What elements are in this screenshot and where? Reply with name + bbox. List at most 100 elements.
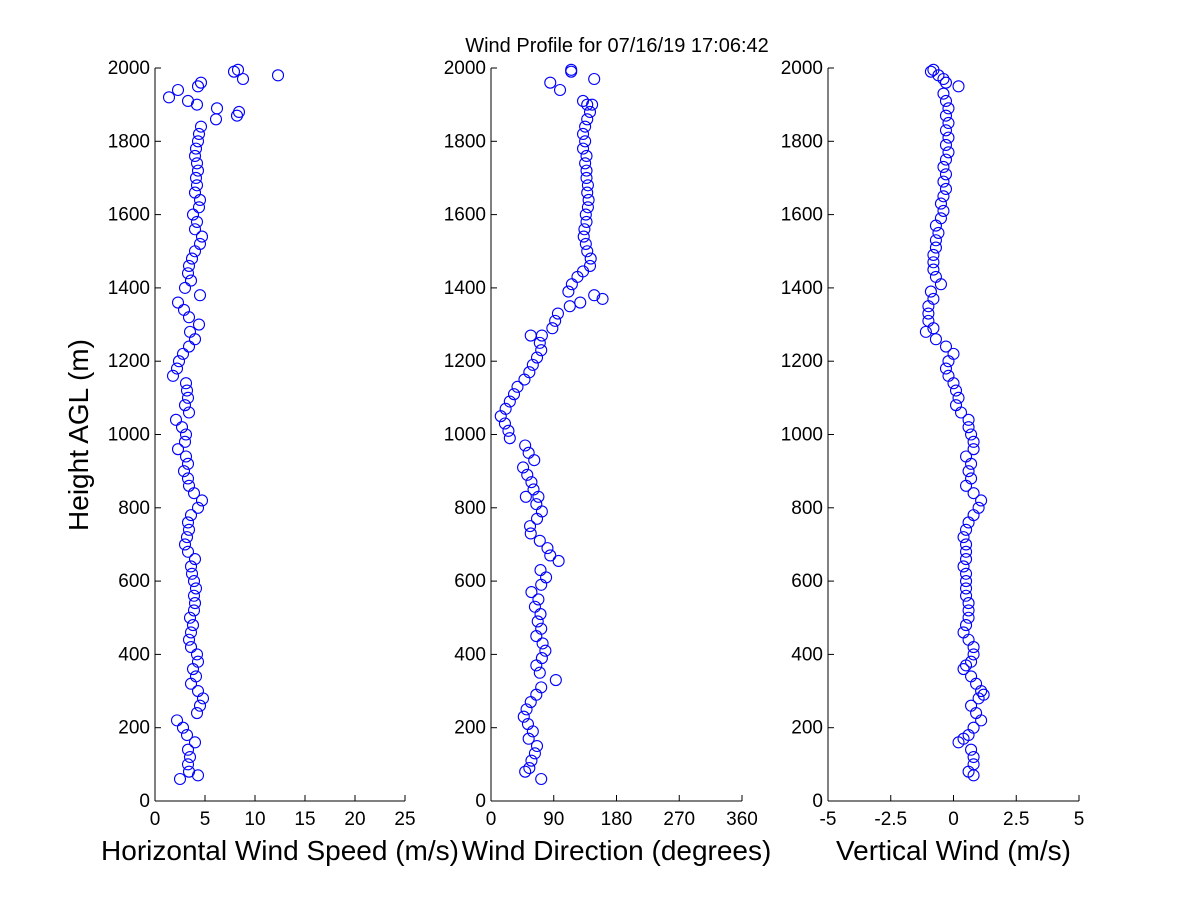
data-point <box>927 292 940 305</box>
data-point <box>576 94 590 108</box>
data-point <box>581 201 594 214</box>
data-point <box>563 300 576 313</box>
data-point <box>962 465 975 478</box>
data-point <box>929 270 942 283</box>
data-point <box>507 388 521 401</box>
data-point <box>922 307 935 320</box>
data-point <box>190 706 204 720</box>
x-tick-label: 0 <box>948 809 959 830</box>
data-point <box>178 538 192 551</box>
data-point <box>182 765 196 778</box>
data-point <box>189 582 203 595</box>
data-point <box>499 402 512 415</box>
data-point <box>519 439 532 452</box>
data-point <box>194 76 208 89</box>
data-point <box>967 750 980 764</box>
data-point <box>176 721 190 734</box>
data-point <box>195 494 209 507</box>
data-point <box>977 688 990 701</box>
x-tick-label: 90 <box>543 809 564 830</box>
x-tick-label: -5 <box>820 809 837 830</box>
data-point <box>166 369 180 382</box>
data-point <box>193 237 207 250</box>
data-point <box>942 131 955 144</box>
data-point <box>193 289 207 302</box>
data-point <box>193 699 207 712</box>
y-tick-label: 200 <box>454 718 486 739</box>
data-point <box>526 358 539 371</box>
data-point <box>188 736 202 749</box>
data-point <box>530 351 544 364</box>
data-point <box>962 604 975 617</box>
data-point <box>583 105 597 119</box>
data-point <box>190 648 204 661</box>
data-point <box>177 465 191 478</box>
y-tick-label: 600 <box>791 571 823 592</box>
data-point <box>596 292 609 305</box>
data-point <box>171 443 185 456</box>
data-point <box>182 340 196 353</box>
data-point <box>959 523 973 536</box>
data-point <box>525 476 538 489</box>
data-point <box>182 633 196 646</box>
x-axis-label: Vertical Wind (m/s) <box>836 835 1071 866</box>
y-tick-label: 1200 <box>781 351 823 372</box>
data-point <box>959 619 973 632</box>
data-point <box>180 728 194 742</box>
data-point <box>171 296 185 309</box>
x-tick-label: 10 <box>244 809 265 830</box>
data-point <box>562 285 575 298</box>
data-point <box>588 72 601 86</box>
data-point <box>576 127 590 141</box>
data-point <box>181 743 195 756</box>
data-point <box>578 223 591 236</box>
data-point <box>549 674 562 687</box>
data-point <box>192 201 206 214</box>
data-point <box>188 186 202 199</box>
x-tick-label: 0 <box>150 809 161 830</box>
data-point <box>965 699 978 712</box>
data-point <box>546 322 559 335</box>
data-point <box>530 739 544 753</box>
data-point <box>190 215 204 228</box>
data-point <box>179 377 193 390</box>
data-point <box>521 717 535 731</box>
data-point <box>191 135 205 148</box>
data-point <box>924 285 937 298</box>
data-point <box>959 553 973 566</box>
data-point <box>959 538 973 551</box>
x-axis-label: Horizontal Wind Speed (m/s) <box>101 835 459 866</box>
x-tick-label: 20 <box>344 809 365 830</box>
data-point <box>189 171 203 184</box>
data-point <box>544 549 557 562</box>
data-point <box>528 747 541 760</box>
data-point <box>503 395 516 408</box>
data-point <box>939 168 953 181</box>
data-point <box>967 758 980 771</box>
data-point <box>579 135 592 148</box>
x-tick-label: -2.5 <box>874 809 907 830</box>
data-point <box>965 670 978 683</box>
y-tick-label: 1000 <box>781 425 823 446</box>
data-point <box>942 146 955 159</box>
x-tick-label: 0 <box>486 809 497 830</box>
data-point <box>532 593 545 606</box>
data-point <box>939 124 953 137</box>
data-point <box>957 560 970 573</box>
data-point <box>183 611 197 624</box>
data-point <box>524 329 537 342</box>
data-point <box>181 516 195 529</box>
data-point <box>236 72 250 86</box>
data-point <box>184 626 198 639</box>
data-point <box>959 589 973 602</box>
data-point <box>975 494 988 507</box>
data-point <box>181 758 195 771</box>
data-point <box>184 274 198 287</box>
data-point <box>952 391 965 404</box>
data-point <box>959 582 973 595</box>
data-point <box>519 765 532 778</box>
data-point <box>967 648 980 661</box>
y-tick-label: 1800 <box>108 131 150 152</box>
